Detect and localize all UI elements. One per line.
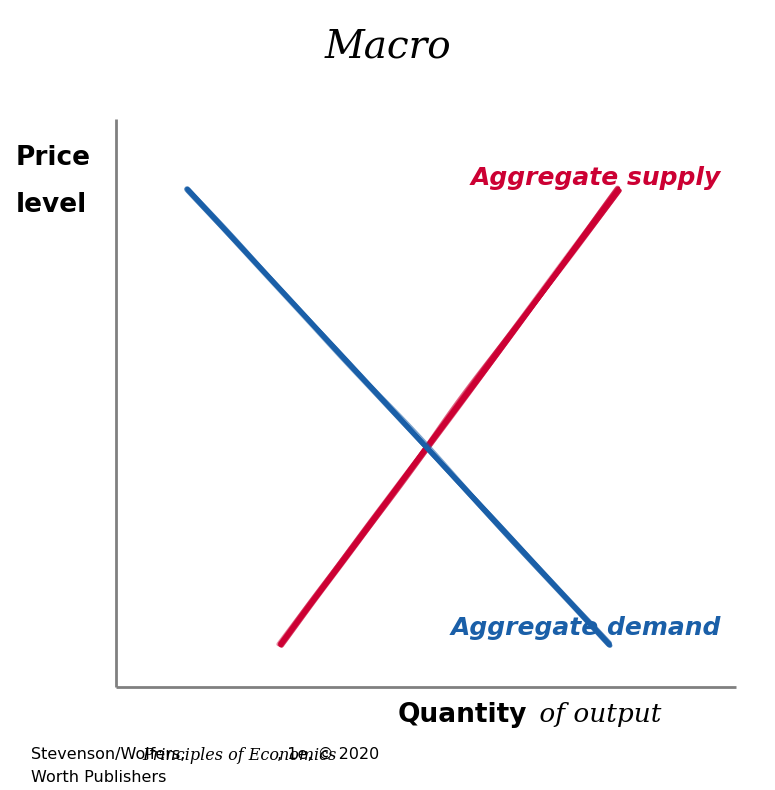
Text: Price: Price [16,145,91,171]
Text: Aggregate supply: Aggregate supply [470,166,721,190]
Text: Aggregate demand: Aggregate demand [450,615,721,640]
Text: , 1e, © 2020: , 1e, © 2020 [277,747,380,762]
Text: level: level [16,193,87,218]
Text: Quantity: Quantity [398,702,527,728]
Text: Worth Publishers: Worth Publishers [31,770,167,785]
Text: Principles of Economics: Principles of Economics [142,747,336,764]
Text: Stevenson/Wolfers,: Stevenson/Wolfers, [31,747,191,762]
Text: Macro: Macro [324,29,451,66]
Text: of output: of output [531,702,661,728]
